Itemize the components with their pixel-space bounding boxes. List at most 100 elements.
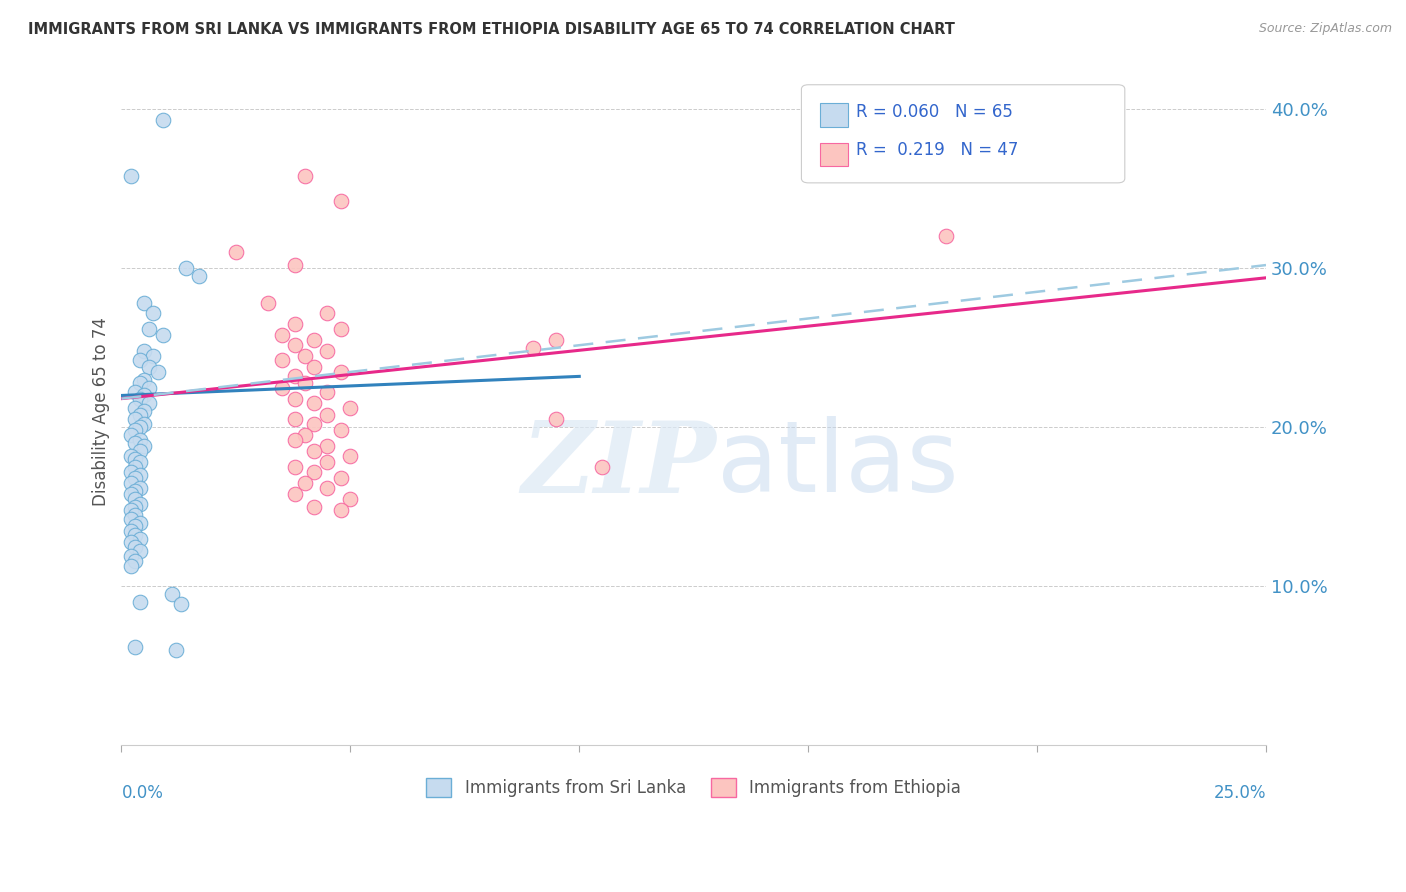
- Point: [294, 475, 316, 490]
- Point: [128, 353, 150, 368]
- Point: [134, 373, 156, 387]
- Point: [120, 475, 142, 490]
- Point: [284, 412, 307, 426]
- Point: [302, 465, 325, 479]
- Point: [225, 245, 247, 260]
- Point: [124, 508, 146, 522]
- Point: [128, 392, 150, 406]
- Point: [138, 380, 160, 394]
- Point: [522, 341, 544, 355]
- Point: [138, 359, 160, 374]
- Point: [128, 595, 150, 609]
- Point: [302, 417, 325, 431]
- Point: [330, 503, 353, 517]
- Point: [934, 229, 956, 244]
- Y-axis label: Disability Age 65 to 74: Disability Age 65 to 74: [93, 317, 110, 506]
- Point: [128, 544, 150, 558]
- Text: R = 0.060   N = 65: R = 0.060 N = 65: [856, 103, 1014, 120]
- Point: [152, 328, 174, 343]
- Point: [302, 444, 325, 458]
- Text: IMMIGRANTS FROM SRI LANKA VS IMMIGRANTS FROM ETHIOPIA DISABILITY AGE 65 TO 74 CO: IMMIGRANTS FROM SRI LANKA VS IMMIGRANTS …: [28, 22, 955, 37]
- Point: [294, 169, 316, 183]
- Point: [124, 385, 146, 400]
- Point: [124, 528, 146, 542]
- Point: [339, 401, 361, 416]
- Point: [302, 333, 325, 347]
- Point: [188, 269, 211, 284]
- Point: [120, 465, 142, 479]
- Point: [128, 455, 150, 469]
- Point: [128, 433, 150, 447]
- Point: [128, 444, 150, 458]
- Point: [124, 471, 146, 485]
- Point: [284, 337, 307, 351]
- Point: [165, 643, 187, 657]
- Point: [316, 439, 339, 453]
- Point: [284, 369, 307, 384]
- Point: [316, 455, 339, 469]
- Point: [120, 449, 142, 463]
- Point: [120, 503, 142, 517]
- Point: [134, 417, 156, 431]
- Point: [284, 433, 307, 447]
- Point: [124, 460, 146, 475]
- Point: [284, 258, 307, 272]
- Point: [124, 424, 146, 438]
- Point: [128, 516, 150, 530]
- Point: [316, 306, 339, 320]
- Point: [284, 317, 307, 331]
- Point: [124, 519, 146, 533]
- Point: [120, 428, 142, 442]
- Point: [284, 460, 307, 475]
- Text: atlas: atlas: [717, 417, 959, 513]
- Point: [120, 512, 142, 526]
- Point: [316, 481, 339, 495]
- Point: [330, 194, 353, 209]
- Point: [120, 534, 142, 549]
- Point: [142, 306, 165, 320]
- Point: [316, 343, 339, 358]
- Point: [294, 376, 316, 390]
- Point: [138, 396, 160, 410]
- Legend: Immigrants from Sri Lanka, Immigrants from Ethiopia: Immigrants from Sri Lanka, Immigrants fr…: [419, 772, 967, 804]
- Point: [257, 296, 280, 310]
- Point: [124, 500, 146, 514]
- Point: [134, 404, 156, 418]
- Point: [339, 491, 361, 506]
- Point: [152, 113, 174, 128]
- Point: [591, 460, 613, 475]
- Point: [120, 549, 142, 563]
- Point: [302, 396, 325, 410]
- Point: [128, 497, 150, 511]
- Point: [124, 540, 146, 554]
- Text: ZIP: ZIP: [522, 417, 717, 513]
- Point: [316, 408, 339, 422]
- Point: [546, 412, 568, 426]
- Point: [330, 365, 353, 379]
- Point: [330, 321, 353, 335]
- Point: [270, 380, 292, 394]
- Point: [124, 452, 146, 467]
- Point: [124, 483, 146, 498]
- Point: [330, 471, 353, 485]
- Point: [138, 321, 160, 335]
- Point: [142, 349, 165, 363]
- Point: [124, 436, 146, 450]
- Point: [330, 424, 353, 438]
- Point: [294, 428, 316, 442]
- Point: [120, 169, 142, 183]
- Point: [124, 412, 146, 426]
- Point: [124, 491, 146, 506]
- Point: [160, 587, 183, 601]
- Point: [120, 487, 142, 501]
- Point: [128, 481, 150, 495]
- Point: [124, 554, 146, 568]
- Point: [124, 401, 146, 416]
- Point: [124, 640, 146, 654]
- Point: [134, 388, 156, 402]
- Point: [128, 408, 150, 422]
- Point: [120, 558, 142, 573]
- Point: [128, 467, 150, 482]
- Point: [128, 420, 150, 434]
- Point: [134, 343, 156, 358]
